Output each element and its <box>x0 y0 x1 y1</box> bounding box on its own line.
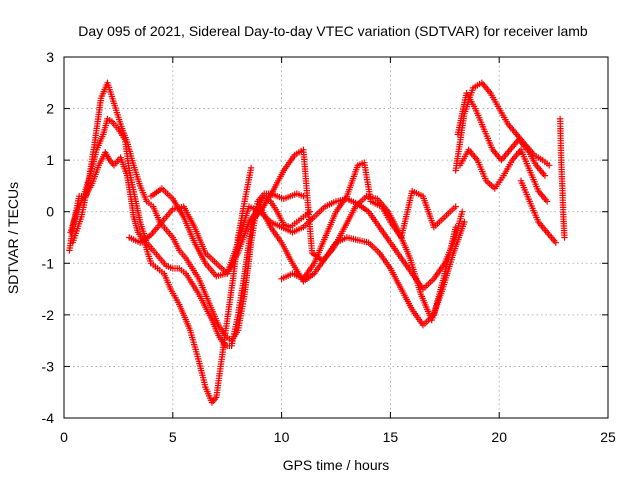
x-tick-label: 5 <box>169 429 177 445</box>
series-10-markers <box>456 146 551 205</box>
series-12-markers <box>556 115 568 241</box>
series-5-markers <box>147 185 466 293</box>
series-12 <box>556 115 568 241</box>
y-tick-label: -1 <box>42 255 55 271</box>
x-axis-label: GPS time / hours <box>283 457 390 473</box>
y-tick-label: -2 <box>42 307 55 323</box>
series-9-markers <box>454 89 549 179</box>
y-axis-label: SDTVAR / TECUs <box>5 182 21 294</box>
series-11 <box>517 177 559 246</box>
y-tick-label: -3 <box>42 358 55 374</box>
y-tick-labels: -4 -3 -2 -1 0 1 2 3 <box>42 49 55 426</box>
y-tick-label: -4 <box>42 410 55 426</box>
chart-title: Day 095 of 2021, Sidereal Day-to-day VTE… <box>78 23 588 39</box>
series-6-markers <box>247 146 468 324</box>
y-tick-label: 0 <box>46 204 54 220</box>
series-9 <box>454 89 549 179</box>
x-tick-label: 15 <box>383 429 399 445</box>
x-tick-label: 20 <box>491 429 507 445</box>
plot-frame <box>63 56 609 419</box>
data-marks <box>66 79 568 406</box>
series-7-markers <box>278 159 459 282</box>
y-tick-label: 2 <box>46 101 54 117</box>
series-5 <box>147 185 466 293</box>
x-tick-labels: 0 5 10 15 20 25 <box>60 429 616 445</box>
x-tick-label: 25 <box>600 429 616 445</box>
x-tick-label: 0 <box>60 429 68 445</box>
series-11-markers <box>517 177 559 246</box>
y-tick-label: 3 <box>46 49 54 65</box>
series-6 <box>247 146 468 324</box>
series-10 <box>456 146 551 205</box>
series-7 <box>278 159 459 282</box>
x-tick-label: 10 <box>274 429 290 445</box>
y-tick-label: 1 <box>46 152 54 168</box>
